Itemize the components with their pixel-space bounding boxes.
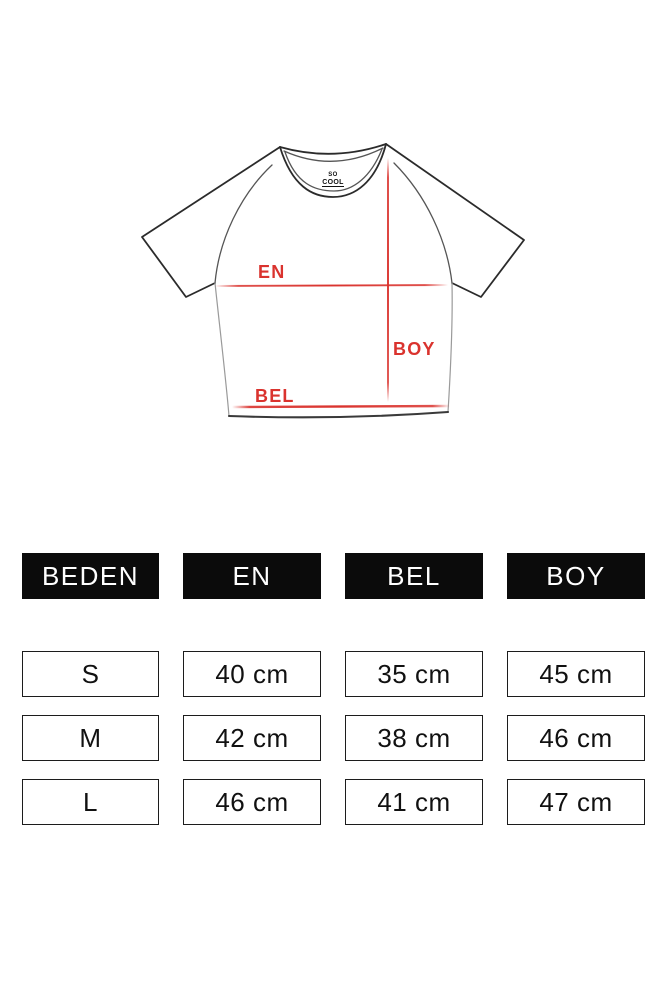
left-sleeve [141, 146, 281, 298]
bel-value-cell: 38 cm [345, 715, 483, 761]
tshirt-measurement-diagram: SO COOL EN BOY BEL [141, 143, 525, 419]
bel-value-cell: 35 cm [345, 651, 483, 697]
table-row-l: L 46 cm 41 cm 47 cm [22, 779, 645, 825]
size-cell: L [22, 779, 159, 825]
collar-back-edge [279, 143, 387, 155]
left-armhole-seam [214, 164, 273, 284]
bel-value-cell: 41 cm [345, 779, 483, 825]
brand-label-line1: SO [328, 172, 337, 178]
boy-value-cell: 47 cm [507, 779, 645, 825]
brand-label-line2: COOL [322, 179, 344, 186]
header-cell-boy: BOY [507, 553, 645, 599]
collar-rib-line [283, 147, 384, 162]
size-cell: S [22, 651, 159, 697]
right-armhole-seam [393, 162, 453, 284]
width-label: EN [258, 262, 285, 282]
header-cell-en: EN [183, 553, 321, 599]
boy-value-cell: 45 cm [507, 651, 645, 697]
table-header-row: BEDEN EN BEL BOY [22, 553, 645, 599]
waist-label: BEL [255, 386, 295, 406]
bottom-hem [227, 410, 450, 419]
waist-measure-line [230, 404, 452, 409]
size-table: BEDEN EN BEL BOY S 40 cm 35 cm 45 cm M 4… [22, 553, 645, 843]
size-cell: M [22, 715, 159, 761]
header-cell-bel: BEL [345, 553, 483, 599]
en-value-cell: 40 cm [183, 651, 321, 697]
header-cell-beden: BEDEN [22, 553, 159, 599]
en-value-cell: 42 cm [183, 715, 321, 761]
table-row-s: S 40 cm 35 cm 45 cm [22, 651, 645, 697]
table-row-m: M 42 cm 38 cm 46 cm [22, 715, 645, 761]
body-right-side [447, 282, 453, 413]
width-measure-line [214, 284, 449, 287]
collar-front-outer [279, 143, 387, 198]
right-sleeve [385, 143, 525, 298]
body-left-side [214, 282, 230, 417]
length-label: BOY [393, 339, 436, 359]
en-value-cell: 46 cm [183, 779, 321, 825]
collar-front-inner [284, 148, 383, 192]
tshirt-outline [141, 143, 525, 419]
boy-value-cell: 46 cm [507, 715, 645, 761]
collar-brand-label: SO COOL [322, 172, 344, 187]
